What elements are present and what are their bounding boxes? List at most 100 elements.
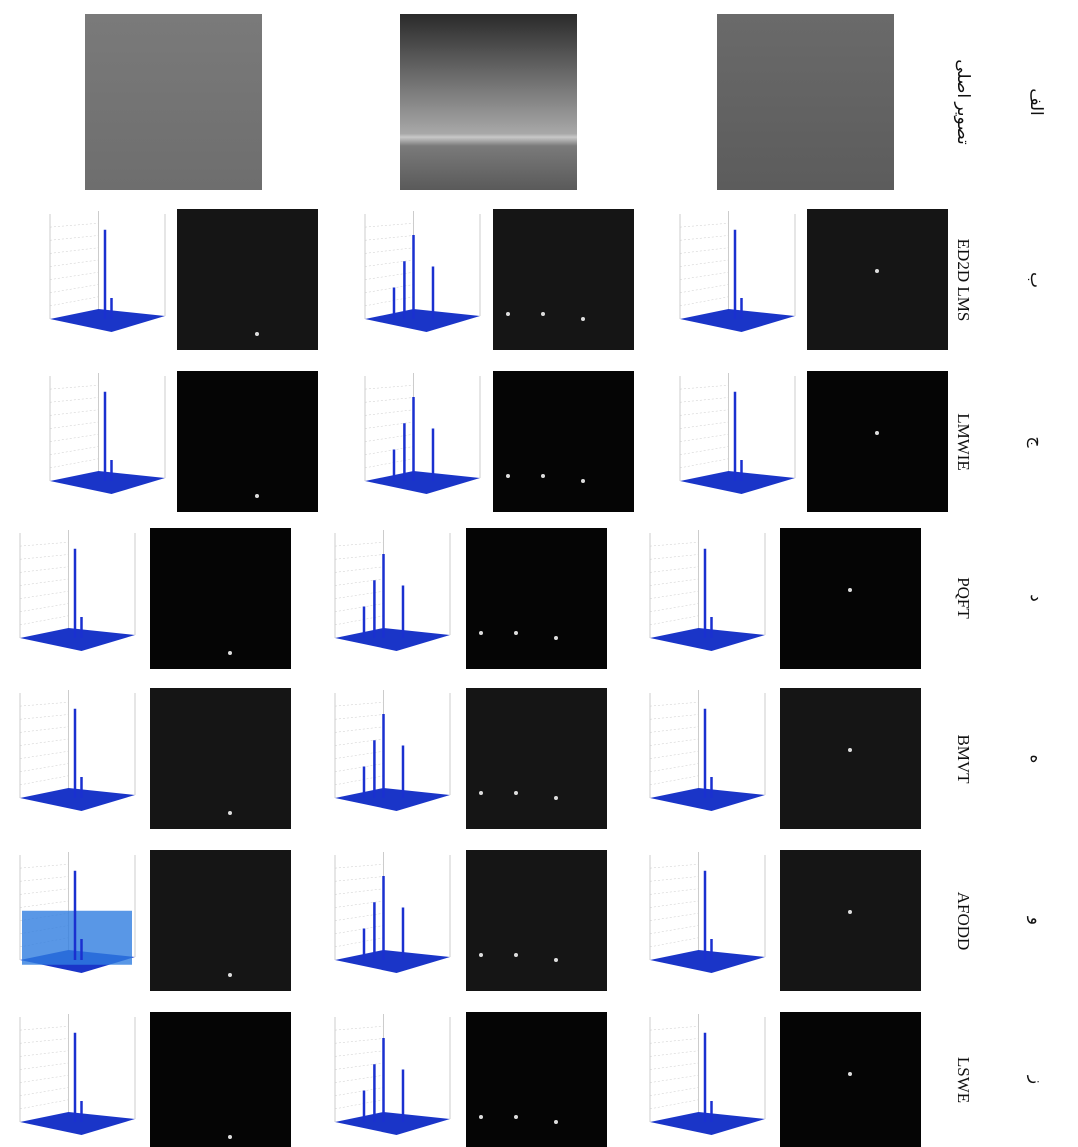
row-letter: و (1026, 916, 1046, 925)
target (581, 317, 585, 321)
grid (19, 888, 69, 895)
grid (334, 726, 384, 733)
result-image (780, 850, 921, 991)
image-bg (466, 528, 607, 669)
image-bg (150, 528, 291, 669)
surface-plot (49, 211, 166, 332)
grid (19, 603, 69, 612)
image-bg (177, 209, 318, 350)
grid (19, 714, 69, 720)
target (506, 312, 510, 316)
grid (649, 615, 699, 626)
grid (49, 223, 99, 228)
target (255, 332, 259, 336)
grid (334, 566, 384, 573)
result-image (466, 1012, 607, 1147)
grid (649, 542, 699, 547)
surface-plot (364, 373, 481, 494)
grid (649, 1038, 699, 1044)
grid (364, 458, 414, 469)
grid (49, 247, 99, 254)
image-bg (150, 1012, 291, 1147)
image-bg (807, 371, 948, 512)
grid (364, 284, 414, 293)
grid (649, 578, 699, 586)
target (848, 748, 852, 752)
grid (19, 566, 69, 573)
original-image (85, 14, 262, 190)
grid (679, 247, 729, 254)
grid (19, 1062, 69, 1070)
target (479, 791, 483, 795)
grid (49, 458, 99, 469)
surface-plot (49, 373, 166, 494)
grid (334, 864, 384, 869)
grid (679, 385, 729, 390)
grid (364, 409, 414, 416)
image-bg (780, 850, 921, 991)
grid (334, 925, 384, 934)
grid (364, 296, 414, 307)
floor (650, 1112, 765, 1135)
surface-plot (364, 211, 481, 332)
image-bg (466, 1012, 607, 1147)
grid (49, 385, 99, 390)
target (479, 631, 483, 635)
grid (334, 578, 384, 586)
floor (650, 950, 765, 973)
target (506, 474, 510, 478)
target (514, 1115, 518, 1119)
grid (19, 591, 69, 599)
image-bg (466, 688, 607, 829)
grid (649, 888, 699, 895)
grid (49, 434, 99, 442)
image-bg (780, 1012, 921, 1147)
grid (19, 876, 69, 882)
method-label: BMVT (954, 734, 973, 784)
image-bg (177, 371, 318, 512)
image-bg (150, 688, 291, 829)
grid (19, 1038, 69, 1044)
grid (334, 900, 384, 908)
grid (649, 1099, 699, 1110)
original-image (717, 14, 894, 190)
floor (20, 788, 135, 811)
grid (19, 1026, 69, 1031)
grid (649, 864, 699, 869)
grid (49, 259, 99, 267)
image-bg (150, 850, 291, 991)
grid (334, 913, 384, 921)
grid (334, 1026, 384, 1031)
grid (364, 247, 414, 254)
surface-plot (19, 690, 136, 811)
grid (364, 434, 414, 442)
grid (49, 272, 99, 280)
grid (679, 446, 729, 455)
grid (649, 714, 699, 720)
grid (334, 1062, 384, 1070)
grid (679, 272, 729, 280)
method-label: AFODD (954, 892, 973, 951)
method-label: LSWE (954, 1057, 973, 1103)
surface-plot (334, 690, 451, 811)
result-image (780, 528, 921, 669)
result-image (780, 688, 921, 829)
grid (679, 421, 729, 429)
grid (19, 775, 69, 786)
target (581, 479, 585, 483)
grid (649, 591, 699, 599)
floor (20, 628, 135, 651)
grid (649, 1026, 699, 1031)
grid (649, 900, 699, 908)
result-image (807, 371, 948, 512)
grid (334, 763, 384, 772)
floor (680, 471, 795, 494)
surface-plot (19, 852, 136, 973)
grid (19, 900, 69, 908)
target (228, 973, 232, 977)
surface-plot (649, 1014, 766, 1135)
target (479, 1115, 483, 1119)
grid (334, 603, 384, 612)
floor (335, 950, 450, 973)
